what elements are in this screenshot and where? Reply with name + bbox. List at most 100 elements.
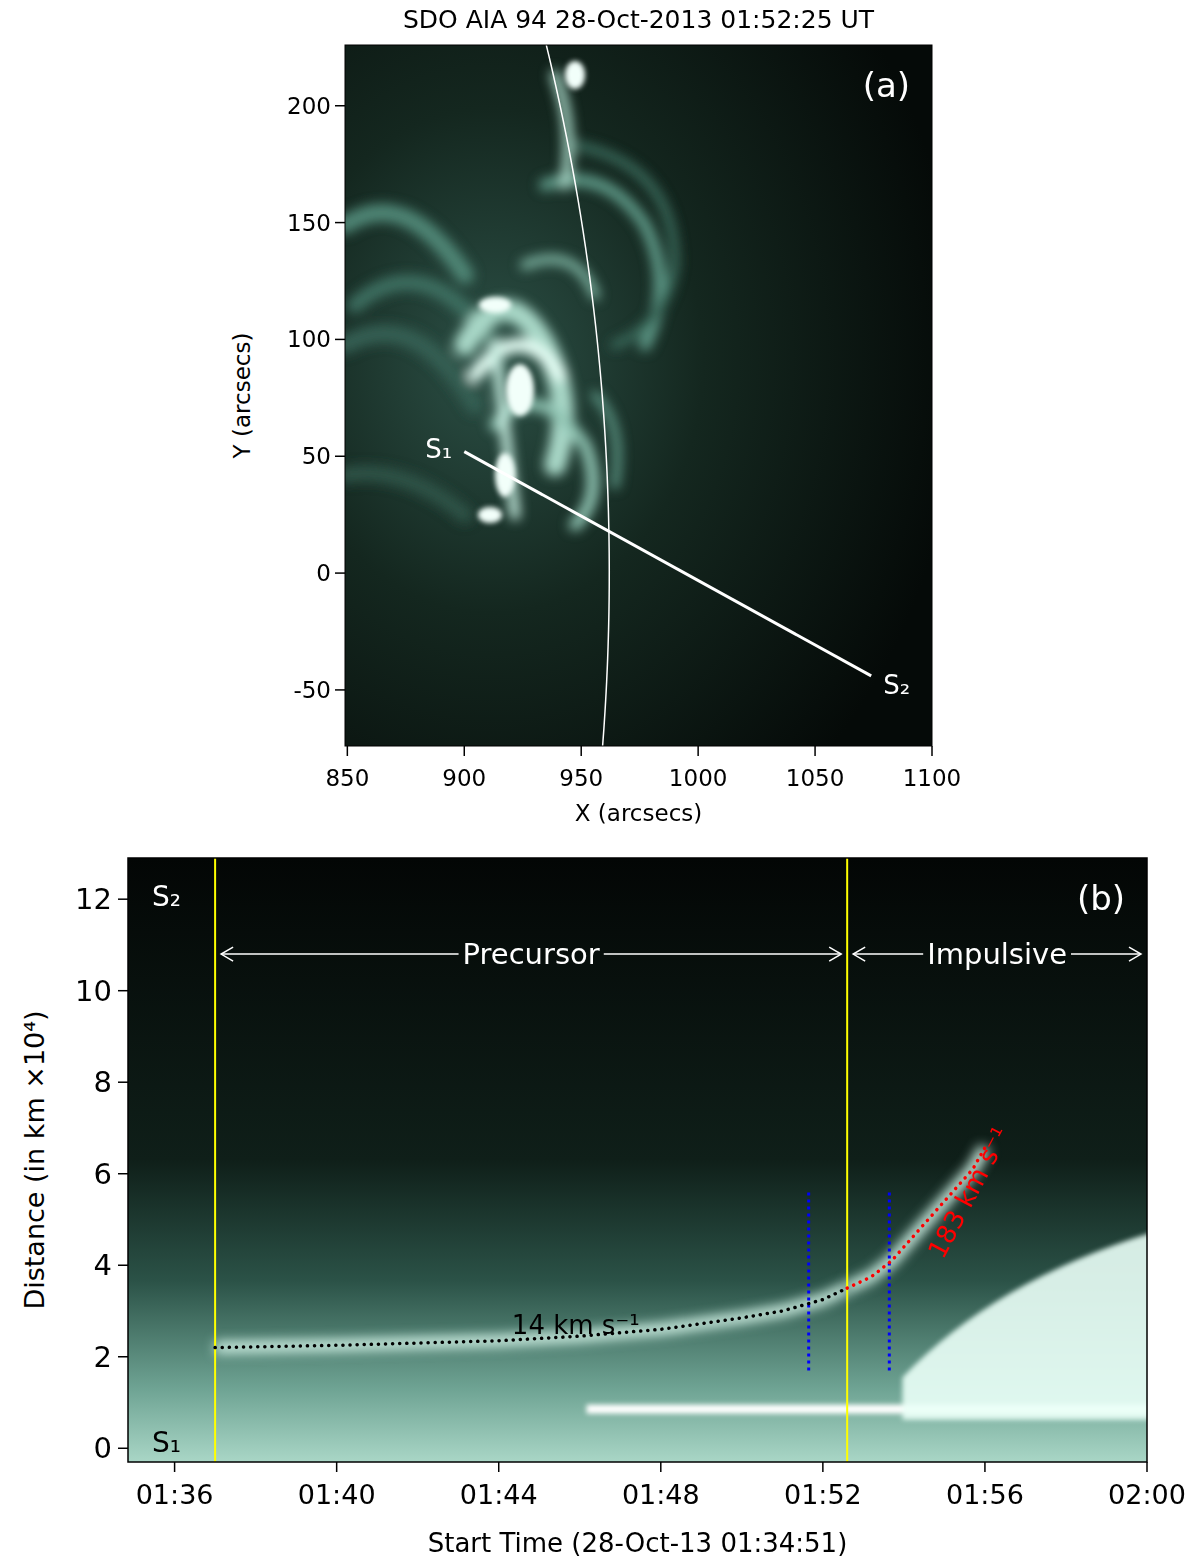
panel-label: (a): [863, 65, 910, 105]
emission-loop: [345, 213, 465, 275]
y-tick: [335, 339, 345, 341]
frame: [345, 45, 932, 746]
y-tick-label: 0: [316, 560, 331, 586]
x-tick-label: 850: [325, 765, 369, 791]
emission-loop: [345, 473, 465, 515]
phase-boundary: [214, 858, 216, 1462]
phase-arrow: [221, 947, 841, 961]
y-tick: [118, 1173, 128, 1175]
arrow-shaft: [604, 953, 841, 955]
y-axis-title: Y (arcsecs): [229, 333, 255, 460]
x-tick-label: 1000: [669, 765, 728, 791]
map-background: [128, 858, 1147, 1462]
x-tick: [697, 746, 699, 756]
x-tick-label: 01:44: [460, 1479, 538, 1510]
bright-region: [902, 1232, 1147, 1419]
x-tick: [814, 746, 816, 756]
y-tick-label: 12: [75, 882, 112, 916]
y-tick-label: -50: [293, 677, 331, 703]
speed-label: 14 km s⁻¹: [512, 1310, 640, 1340]
x-tick: [498, 1462, 500, 1472]
x-axis-title: X (arcsecs): [575, 800, 702, 826]
x-tick: [464, 746, 466, 756]
emission-loop: [465, 310, 563, 465]
y-tick: [118, 1448, 128, 1450]
x-tick-label: 1050: [786, 765, 845, 791]
bright-kernel: [479, 297, 511, 313]
y-tick: [118, 1081, 128, 1083]
arrow-head: [1129, 947, 1141, 961]
panel-label: (b): [1077, 878, 1125, 918]
arrow-shaft: [853, 953, 923, 955]
phase-arrow: [853, 947, 1141, 961]
x-tick-label: 02:00: [1108, 1479, 1186, 1510]
ridge: [215, 1288, 847, 1347]
arrow-head: [853, 947, 865, 961]
time-marker: [888, 1192, 891, 1370]
x-tick-label: 01:40: [298, 1479, 376, 1510]
slit: [464, 452, 871, 676]
y-tick-label: 50: [302, 443, 331, 469]
x-tick-label: 01:52: [784, 1479, 862, 1510]
y-tick-label: 100: [287, 326, 331, 352]
slit-label: S₂: [883, 670, 910, 700]
x-tick: [347, 746, 349, 756]
emission: [345, 75, 675, 525]
arrow-shaft: [1071, 953, 1141, 955]
x-tick-label: 1100: [903, 765, 962, 791]
y-tick: [118, 898, 128, 900]
y-tick: [118, 1356, 128, 1358]
figure: S₁ S₂ (a) SDO AIA 94 28-Oct-2013 01:52:25 U…: [0, 0, 1199, 1567]
emission-loop: [345, 334, 475, 405]
x-tick: [984, 1462, 986, 1472]
solar-limb: [546, 45, 609, 746]
x-tick: [336, 1462, 338, 1472]
y-tick: [335, 222, 345, 224]
slit-label: S₁: [425, 434, 452, 464]
slit-label: S₂: [152, 880, 181, 913]
y-tick: [118, 990, 128, 992]
y-tick-label: 200: [287, 93, 331, 119]
phase-label: Impulsive: [927, 937, 1067, 971]
emission-loop: [525, 259, 595, 295]
y-tick: [118, 1264, 128, 1266]
x-tick: [660, 1462, 662, 1472]
height-time-fit: [215, 1288, 847, 1347]
arrow-head: [829, 947, 841, 961]
x-axis-title: Start Time (28-Oct-13 01:34:51): [428, 1528, 848, 1558]
x-tick: [822, 1462, 824, 1472]
y-axis-title: Distance (in km ×10⁴): [19, 1010, 50, 1309]
bright-kernel: [478, 507, 502, 523]
y-tick: [335, 572, 345, 574]
y-tick-label: 6: [94, 1157, 112, 1191]
image-background: [345, 45, 932, 746]
image-panel: [345, 45, 932, 746]
arrow-head: [221, 947, 233, 961]
bright-kernel: [565, 61, 585, 89]
bright-kernel: [506, 364, 534, 416]
y-tick-label: 4: [94, 1248, 112, 1282]
y-tick: [335, 456, 345, 458]
x-tick-label: 01:36: [136, 1479, 214, 1510]
y-tick-label: 2: [94, 1340, 112, 1374]
frame: [128, 858, 1147, 1462]
x-tick-label: 01:48: [622, 1479, 700, 1510]
phase-label: Precursor: [463, 937, 600, 971]
x-tick-label: 01:56: [946, 1479, 1024, 1510]
y-tick-label: 8: [94, 1065, 112, 1099]
x-tick: [174, 1462, 176, 1472]
time-marker: [807, 1192, 810, 1370]
x-tick: [580, 746, 582, 756]
slit-label: S₁: [152, 1426, 181, 1459]
title: SDO AIA 94 28-Oct-2013 01:52:25 UT: [403, 5, 875, 34]
y-tick-label: 0: [94, 1431, 112, 1465]
emission-loop: [575, 145, 675, 345]
plot-data: [215, 858, 985, 1462]
y-tick-label: 150: [287, 210, 331, 236]
speed-label: 183 km s⁻¹: [922, 1122, 1016, 1263]
y-tick: [335, 105, 345, 107]
y-tick: [335, 689, 345, 691]
arrow-shaft: [221, 953, 458, 955]
x-tick: [1146, 1462, 1148, 1472]
x-tick-label: 900: [442, 765, 486, 791]
